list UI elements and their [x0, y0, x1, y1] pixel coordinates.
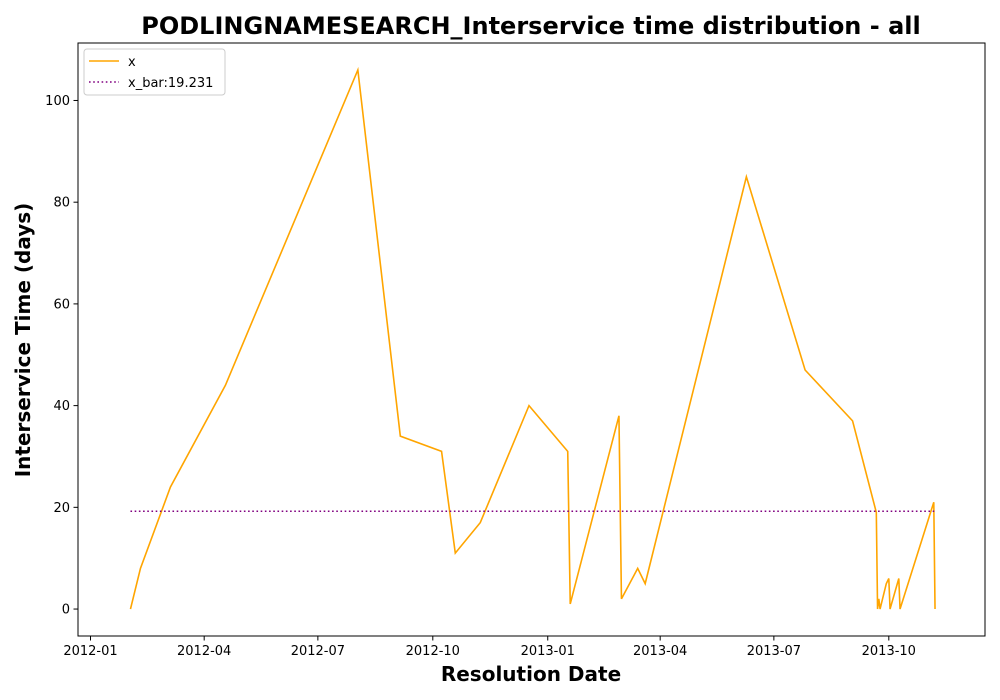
- legend: x x_bar:19.231: [83, 48, 226, 96]
- x-tick-label: 2012-07: [291, 644, 345, 659]
- y-tick-label: 100: [45, 94, 70, 109]
- x-tick-label: 2013-04: [633, 644, 687, 659]
- x-tick-label: 2013-01: [521, 644, 575, 659]
- x-tick-label: 2012-04: [177, 644, 231, 659]
- legend-box: [83, 48, 226, 96]
- y-axis: 0 20 40 60 80 100: [45, 94, 78, 618]
- y-tick-label: 20: [53, 501, 70, 516]
- y-tick-label: 60: [53, 297, 70, 312]
- x-tick-label: 2013-10: [862, 644, 916, 659]
- y-axis-label: Interservice Time (days): [11, 203, 35, 478]
- plot-area: [77, 42, 986, 637]
- legend-label-x-bar: x_bar:19.231: [128, 76, 213, 91]
- x-axis-label: Resolution Date: [441, 662, 621, 686]
- chart-title: PODLINGNAMESEARCH_Interservice time dist…: [141, 12, 920, 40]
- y-tick-label: 80: [53, 196, 70, 211]
- x-tick-label: 2012-01: [63, 644, 117, 659]
- legend-label-x: x: [128, 55, 136, 70]
- series-line: [129, 66, 936, 610]
- y-tick-label: 40: [53, 399, 70, 414]
- series-layer: [129, 66, 936, 610]
- x-axis: 2012-01 2012-04 2012-07 2012-10 2013-01 2013-…: [63, 636, 916, 659]
- x-tick-label: 2013-07: [747, 644, 801, 659]
- y-tick-label: 0: [62, 603, 70, 618]
- x-tick-label: 2012-10: [406, 644, 460, 659]
